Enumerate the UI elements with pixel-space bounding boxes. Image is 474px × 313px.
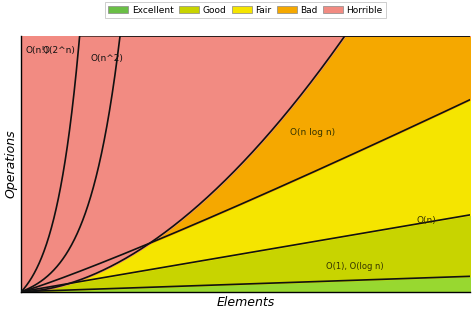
Text: O(n!): O(n!) (26, 46, 49, 55)
Text: O(n): O(n) (416, 216, 436, 225)
Text: O(1), O(log n): O(1), O(log n) (326, 262, 384, 271)
X-axis label: Elements: Elements (217, 296, 275, 309)
Text: O(2^n): O(2^n) (43, 46, 76, 55)
Legend: Excellent, Good, Fair, Bad, Horrible: Excellent, Good, Fair, Bad, Horrible (105, 2, 386, 18)
Y-axis label: Operations: Operations (4, 129, 17, 198)
Text: O(n^2): O(n^2) (91, 54, 124, 63)
Text: O(n log n): O(n log n) (291, 128, 336, 137)
